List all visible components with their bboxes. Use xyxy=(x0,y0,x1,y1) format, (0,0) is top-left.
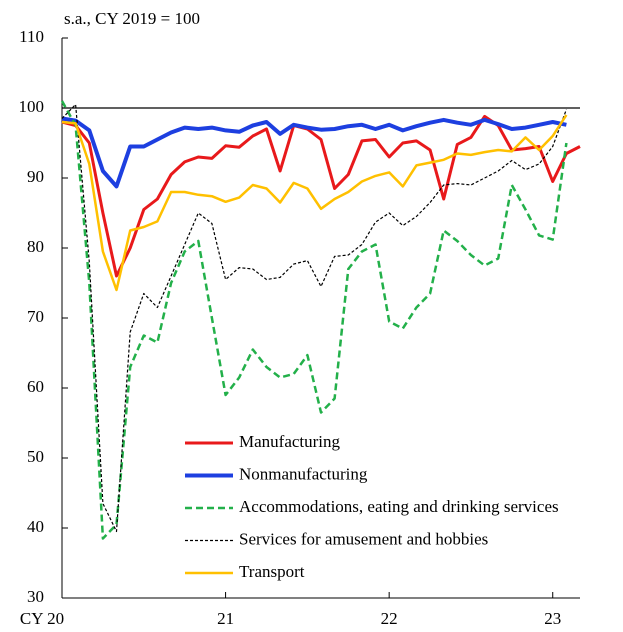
x-tick-label: 21 xyxy=(217,609,234,628)
y-tick-label: 110 xyxy=(19,27,44,46)
y-tick-label: 70 xyxy=(27,307,44,326)
legend-label: Accommodations, eating and drinking serv… xyxy=(239,497,559,516)
y-tick-label: 80 xyxy=(27,237,44,256)
series-line xyxy=(60,100,568,540)
series-line xyxy=(61,114,581,278)
series-line xyxy=(61,116,567,189)
y-tick-label: 90 xyxy=(27,167,44,186)
y-tick-label: 100 xyxy=(19,97,45,116)
legend-label: Transport xyxy=(239,562,305,581)
x-tick-label: CY 20 xyxy=(20,609,64,628)
y-tick-label: 60 xyxy=(27,377,44,396)
y-axis-label: s.a., CY 2019 = 100 xyxy=(64,9,200,28)
y-tick-label: 30 xyxy=(27,587,44,606)
legend-label: Services for amusement and hobbies xyxy=(239,529,488,548)
series-line xyxy=(61,114,568,292)
y-tick-label: 40 xyxy=(27,517,44,536)
x-tick-label: 22 xyxy=(381,609,398,628)
series-line xyxy=(61,103,567,533)
y-tick-label: 50 xyxy=(27,447,44,466)
legend-label: Manufacturing xyxy=(239,432,341,451)
x-tick-label: 23 xyxy=(544,609,561,628)
legend-label: Nonmanufacturing xyxy=(239,464,368,483)
